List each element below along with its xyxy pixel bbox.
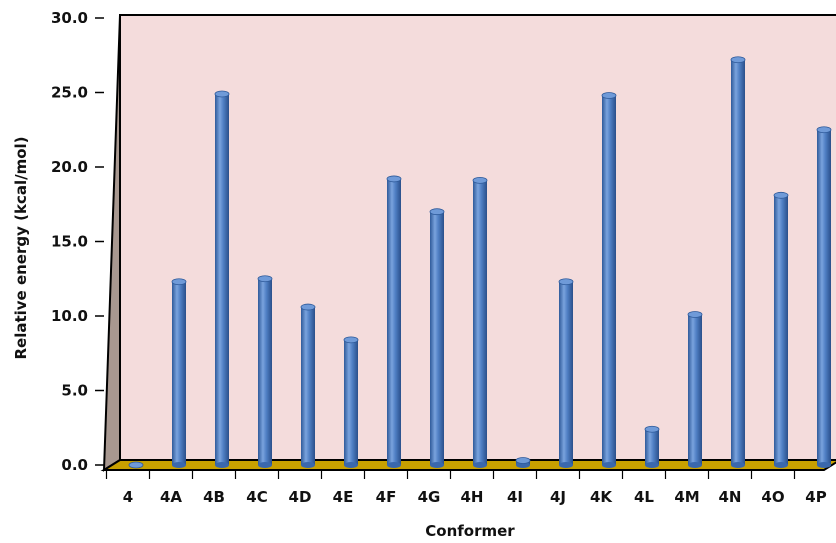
bar-top	[601, 92, 617, 99]
floor	[100, 459, 836, 471]
bar-top	[687, 311, 703, 318]
x-tick-label: 4P	[805, 488, 826, 506]
bar-base	[430, 462, 444, 468]
bar-base	[774, 462, 788, 468]
x-tick-label: 4G	[418, 488, 441, 506]
y-tick-label: 25.0	[51, 84, 88, 102]
bar-top	[386, 175, 402, 183]
bar-body	[301, 307, 315, 465]
bar-top	[257, 275, 273, 283]
bar-top	[558, 278, 574, 286]
x-tick-label: 4M	[674, 488, 699, 506]
bar-body	[258, 278, 272, 465]
bar-base	[473, 462, 487, 468]
bar-4P	[816, 126, 832, 468]
bar-top	[171, 278, 187, 286]
bar-top	[300, 303, 316, 311]
y-axis-ticks: 0.0 5.0 10.0 15.0 20.0 25.0 30.0	[51, 9, 104, 474]
bar-body	[645, 429, 659, 465]
x-axis-ticks: 4 4A 4B 4C 4D 4E 4F 4G 4H 4I 4J 4K 4L 4M 4N 4O 4P	[105, 471, 827, 506]
bar-body	[559, 281, 573, 465]
x-tick-label: 4L	[634, 488, 654, 506]
bar-body	[473, 180, 487, 465]
x-tick-label: 4	[123, 488, 133, 506]
y-tick-label: 10.0	[51, 307, 88, 325]
bar-base	[602, 462, 616, 468]
y-tick-label: 20.0	[51, 158, 88, 176]
bar-4C	[257, 275, 273, 468]
bar-body	[387, 178, 401, 466]
x-tick-label: 4N	[719, 488, 742, 506]
y-tick-label: 5.0	[61, 382, 88, 400]
x-tick-label: 4B	[203, 488, 225, 506]
bar-base	[731, 462, 745, 468]
bar-top	[128, 461, 144, 469]
bar-4N	[730, 56, 746, 468]
bar-base	[172, 462, 186, 468]
bar-4F	[386, 175, 402, 468]
x-tick-label: 4O	[761, 488, 784, 506]
bar-top	[730, 56, 746, 64]
bar-base	[688, 462, 702, 468]
bar-base	[344, 462, 358, 468]
bar-body	[817, 129, 831, 465]
bar-body	[430, 211, 444, 465]
bar-base	[258, 462, 272, 468]
x-tick-label: 4F	[376, 488, 397, 506]
bar-top	[343, 336, 359, 344]
bar-body	[731, 59, 745, 465]
bar-base	[387, 462, 401, 468]
bar-base	[645, 462, 659, 468]
bar-4J	[558, 278, 574, 468]
bar-top	[429, 208, 445, 216]
bar-4E	[343, 336, 359, 468]
bar-4O	[773, 191, 789, 468]
bar-base	[215, 462, 229, 468]
bars	[128, 56, 832, 469]
x-tick-label: 4J	[550, 488, 566, 506]
x-tick-label: 4K	[590, 488, 613, 506]
bar-4K	[601, 92, 617, 468]
bar-body	[344, 339, 358, 465]
bar-body	[172, 281, 186, 465]
bar-top	[214, 90, 230, 98]
bar-body	[215, 93, 229, 466]
bar-top	[773, 191, 789, 199]
y-tick-label: 15.0	[51, 233, 88, 251]
bar-4	[128, 461, 144, 469]
bar-base	[301, 462, 315, 468]
bar-4M	[687, 311, 703, 468]
x-tick-label: 4A	[160, 488, 182, 506]
x-tick-label: 4E	[333, 488, 354, 506]
bar-top	[816, 126, 832, 134]
bar-top	[472, 177, 488, 184]
x-tick-label: 4H	[461, 488, 484, 506]
bar-4B	[214, 90, 230, 468]
x-axis-title: Conformer	[425, 522, 515, 540]
bar-base	[817, 462, 831, 468]
bar-body	[774, 195, 788, 465]
bar-4D	[300, 303, 316, 468]
y-tick-label: 0.0	[61, 456, 88, 474]
bar-4A	[171, 278, 187, 468]
bar-4L	[644, 425, 660, 468]
y-axis-title: Relative energy (kcal/mol)	[12, 136, 30, 359]
x-tick-label: 4D	[289, 488, 312, 506]
bar-body	[688, 314, 702, 465]
bar-base	[559, 462, 573, 468]
bar-4H	[472, 177, 488, 468]
bar-4I	[515, 457, 531, 468]
bar-top	[644, 425, 660, 433]
x-tick-label: 4C	[246, 488, 267, 506]
x-tick-label: 4I	[507, 488, 523, 506]
side-wall	[102, 14, 121, 472]
bar-body	[602, 95, 616, 465]
bar-4G	[429, 208, 445, 468]
y-tick-label: 30.0	[51, 9, 88, 27]
bar-top	[515, 457, 531, 464]
